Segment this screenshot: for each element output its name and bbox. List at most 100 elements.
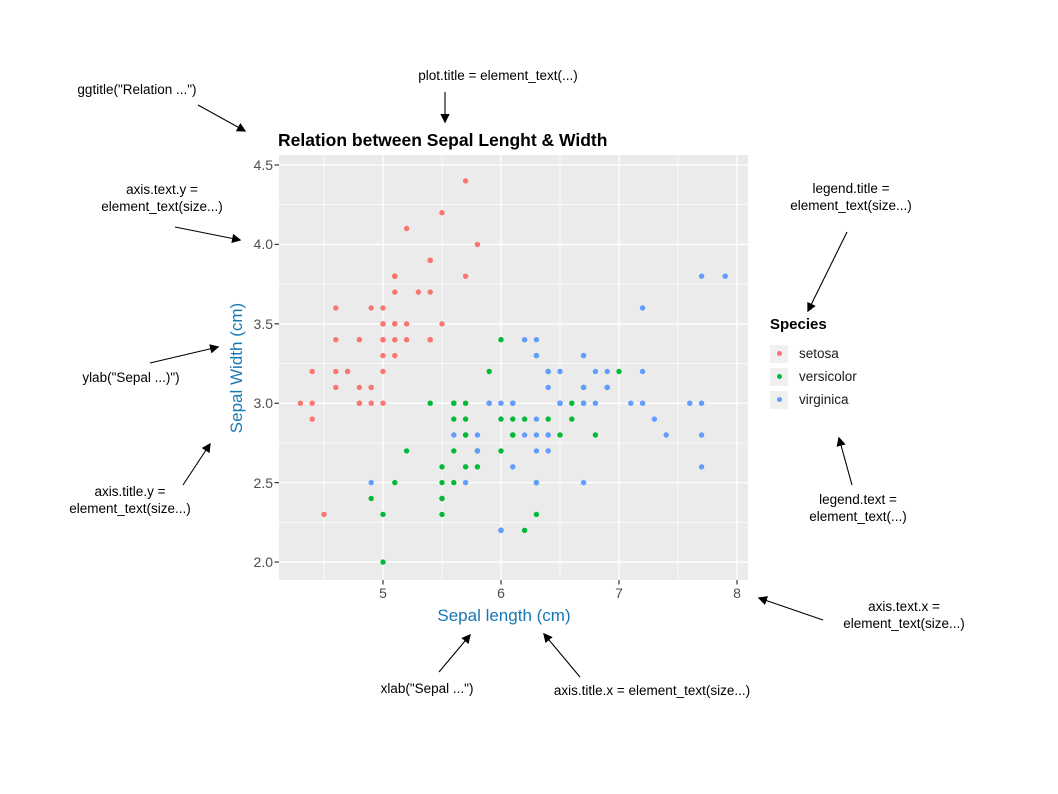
setosa-point xyxy=(392,273,398,279)
virginica-point xyxy=(510,464,516,470)
legend-item-versicolor: versicolor xyxy=(770,365,857,388)
annotation-legend-text: legend.text = element_text(...) xyxy=(809,492,907,524)
setosa-point xyxy=(321,511,327,518)
setosa-point xyxy=(392,321,398,327)
virginica-point xyxy=(533,448,540,454)
setosa-point xyxy=(333,384,339,391)
setosa-point xyxy=(403,225,410,232)
virginica-point-icon xyxy=(776,397,782,402)
virginica-point xyxy=(580,479,587,486)
versicolor-point xyxy=(380,559,386,565)
setosa-point xyxy=(427,289,433,295)
legend-item-setosa: setosa xyxy=(770,342,857,365)
setosa-point-icon xyxy=(776,351,782,356)
legend-key xyxy=(770,367,788,386)
setosa-point xyxy=(403,337,410,343)
setosa-point xyxy=(439,210,445,216)
y-tick-label: 3.5 xyxy=(253,315,273,332)
versicolor-point xyxy=(368,495,374,502)
legend-title: Species xyxy=(770,316,827,333)
versicolor-point xyxy=(451,479,457,486)
annotation-legend-title: legend.title = element_text(size...) xyxy=(790,181,912,213)
versicolor-point xyxy=(569,400,575,406)
setosa-point xyxy=(462,178,469,184)
virginica-point xyxy=(451,432,457,438)
virginica-point xyxy=(510,400,516,406)
setosa-point xyxy=(439,321,445,327)
virginica-point xyxy=(474,432,481,438)
setosa-point xyxy=(368,384,374,391)
virginica-point xyxy=(722,273,728,279)
versicolor-point xyxy=(439,495,445,502)
arrow-axis-title-x xyxy=(543,632,581,678)
virginica-point xyxy=(580,384,587,391)
versicolor-point xyxy=(616,368,622,375)
setosa-point xyxy=(333,368,339,375)
versicolor-point xyxy=(474,464,481,470)
versicolor-point xyxy=(462,400,469,406)
virginica-point xyxy=(639,305,646,311)
annotation-axis-title-x: axis.title.x = element_text(size...) xyxy=(553,683,751,698)
virginica-point xyxy=(545,448,551,454)
annotation-ggtitle: ggtitle("Relation ...") xyxy=(77,82,197,97)
setosa-point xyxy=(403,321,410,327)
virginica-point xyxy=(533,479,540,486)
virginica-point xyxy=(533,352,540,359)
virginica-point xyxy=(698,400,705,406)
virginica-point xyxy=(521,432,528,438)
setosa-point xyxy=(368,400,374,406)
virginica-point xyxy=(604,384,610,391)
versicolor-point xyxy=(569,416,575,422)
y-tick-label: 3.0 xyxy=(253,395,273,412)
setosa-point xyxy=(427,257,433,263)
setosa-point xyxy=(380,368,386,375)
virginica-point xyxy=(628,400,634,406)
y-axis-title: Sepal Width (cm) xyxy=(227,302,246,434)
arrow-legend-text xyxy=(836,436,853,486)
virginica-point xyxy=(698,432,705,438)
setosa-point xyxy=(380,337,386,343)
annotation-ylab: ylab("Sepal ...)") xyxy=(82,370,180,385)
legend-key xyxy=(770,344,788,363)
versicolor-point-icon xyxy=(776,374,782,379)
virginica-point xyxy=(639,400,646,406)
setosa-point xyxy=(309,368,315,375)
arrow-legend-title xyxy=(807,231,848,313)
legend-item-label: setosa xyxy=(799,346,839,361)
versicolor-point xyxy=(462,464,469,470)
virginica-point xyxy=(698,273,705,279)
virginica-point xyxy=(592,368,599,375)
setosa-point xyxy=(392,352,398,359)
annotation-plot-title: plot.title = element_text(...) xyxy=(418,68,578,83)
virginica-point xyxy=(545,384,551,391)
chart-title: Relation between Sepal Lenght & Width xyxy=(278,130,608,150)
virginica-point xyxy=(486,400,492,406)
arrow-ggtitle xyxy=(197,104,247,132)
virginica-point xyxy=(545,432,551,438)
setosa-point xyxy=(380,305,386,311)
x-tick-label: 8 xyxy=(733,585,741,601)
scatter-points-layer xyxy=(279,155,748,580)
annotation-axis-title-y: axis.title.y = element_text(size...) xyxy=(69,484,191,516)
setosa-point xyxy=(368,305,374,311)
virginica-point xyxy=(533,432,540,438)
legend-item-label: virginica xyxy=(799,392,849,407)
versicolor-point xyxy=(403,448,410,454)
virginica-point xyxy=(698,464,705,470)
virginica-point xyxy=(557,368,563,375)
virginica-point xyxy=(521,337,528,343)
versicolor-point xyxy=(510,432,516,438)
versicolor-point xyxy=(545,416,551,422)
virginica-point xyxy=(462,479,469,486)
versicolor-point xyxy=(498,337,504,343)
versicolor-point xyxy=(427,400,433,406)
x-tick-label: 6 xyxy=(497,585,505,601)
versicolor-point xyxy=(510,416,516,422)
virginica-point xyxy=(639,368,646,375)
virginica-point xyxy=(474,448,481,454)
virginica-point xyxy=(580,400,587,406)
versicolor-point xyxy=(451,416,457,422)
setosa-point xyxy=(356,400,363,406)
versicolor-point xyxy=(498,448,504,454)
